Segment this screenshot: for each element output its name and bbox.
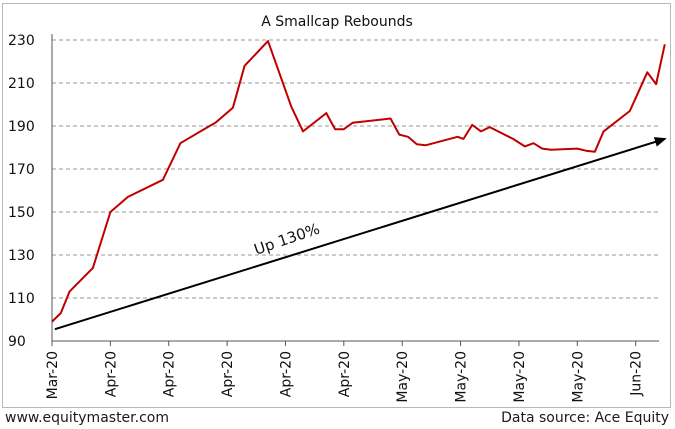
y-tick-label: 170	[8, 162, 35, 178]
x-tick-label: Mar-20	[45, 351, 61, 399]
trend-annotation-label: Up 130%	[252, 220, 322, 259]
x-tick-label: May-20	[570, 351, 586, 403]
chart-title: A Smallcap Rebounds	[261, 14, 413, 30]
x-tick-label: Apr-20	[220, 351, 236, 397]
y-tick-label: 150	[8, 205, 35, 221]
x-tick-label: May-20	[512, 351, 528, 403]
x-tick-label: Jun-20	[629, 351, 645, 397]
source-website: www.equitymaster.com	[5, 410, 169, 426]
x-tick-label: May-20	[454, 351, 470, 403]
data-source-note: Data source: Ace Equity	[501, 410, 669, 426]
x-tick-label: Apr-20	[278, 351, 294, 397]
x-tick-label: Apr-20	[162, 351, 178, 397]
y-tick-label: 90	[8, 334, 26, 350]
series-line	[51, 40, 666, 323]
y-tick-label: 190	[8, 119, 35, 135]
y-tick-label: 230	[8, 33, 35, 49]
series-layer	[51, 40, 666, 323]
x-tick-label: May-20	[395, 351, 411, 403]
axes-layer: 90 110 130 150 170 190 210 230 Mar-20 Apr-20 Apr-2…	[8, 33, 659, 403]
trend-arrow	[54, 137, 667, 331]
y-tick-label: 210	[8, 76, 35, 92]
x-tick-label: Apr-20	[337, 351, 353, 397]
line-chart: A Smallcap Rebounds 90 110 130 150 170 190 210…	[8, 14, 667, 403]
y-tick-label: 110	[8, 291, 35, 307]
annotation-layer: Up 130%	[54, 137, 667, 331]
x-tick-label: Apr-20	[103, 351, 119, 397]
y-tick-label: 130	[8, 248, 35, 264]
